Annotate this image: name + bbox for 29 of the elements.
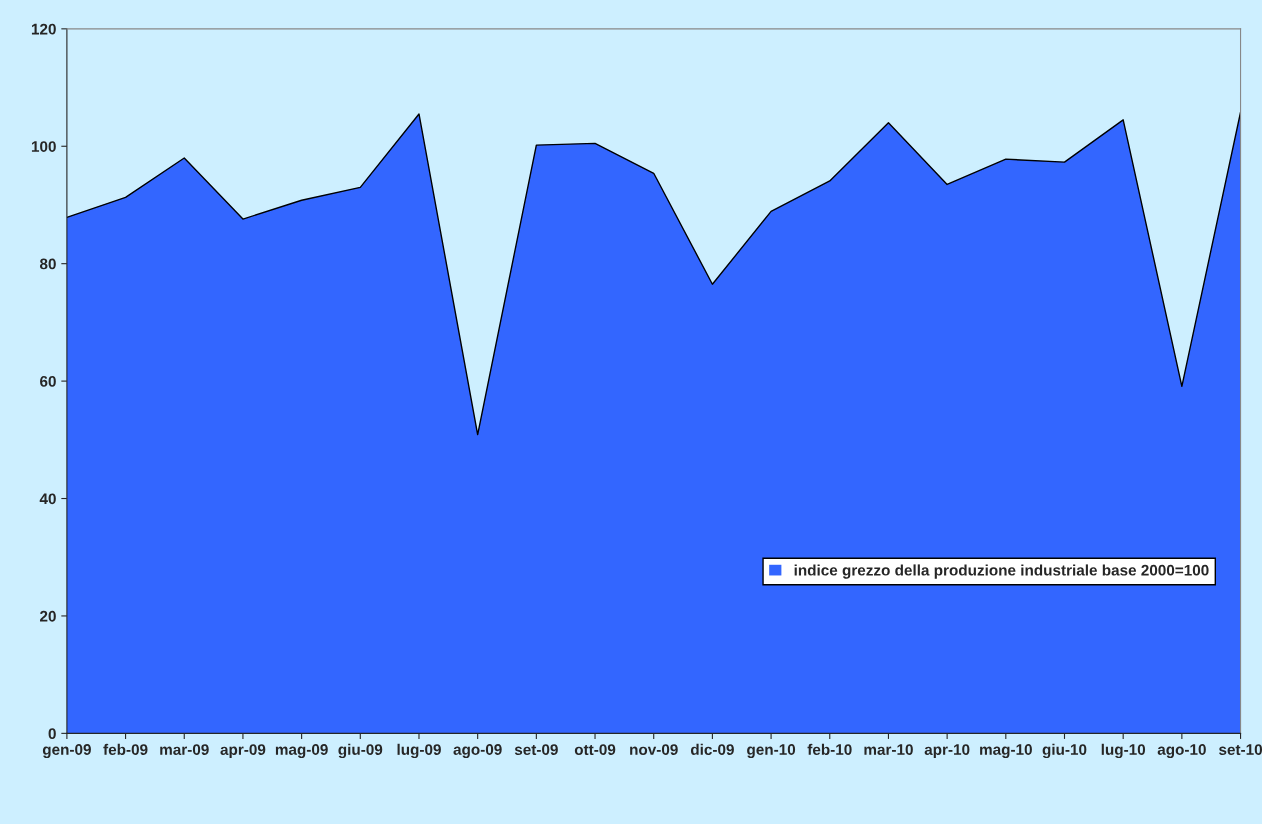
x-tick-label: ago-09 [453,744,502,759]
x-tick-label: dic-09 [690,743,734,755]
x-tick-label: set-09 [514,744,558,755]
x-tick-label: giu-09 [338,743,383,759]
x-tick-label: ott-09 [574,744,616,755]
x-tick-label: ago-10 [1157,744,1206,759]
x-tick-label: lug-09 [397,743,441,759]
x-tick-label: feb-10 [807,743,852,755]
y-tick-label: 120 [31,23,56,35]
x-tick-label: gen-09 [42,744,91,759]
x-tick-label: mar-10 [864,744,913,755]
y-tick-label: 60 [40,375,56,387]
x-tick-label: giu-10 [1042,743,1087,759]
x-tick-label: apr-10 [924,744,970,759]
x-tick-label: mar-09 [160,744,209,755]
y-tick-label: 80 [39,258,56,270]
y-tick-label: 40 [39,493,56,505]
legend-label: indice grezzo della produzione industriale base 2000=100 [794,564,1209,579]
y-tick-label: 20 [40,610,56,622]
x-tick-label: lug-10 [1101,743,1146,759]
x-tick-label: nov-09 [630,744,678,755]
x-tick-label: apr-09 [220,744,266,759]
x-tick-label: mag-09 [275,744,328,759]
y-tick-label: 0 [48,728,56,740]
x-tick-label: set-10 [1219,744,1262,755]
y-tick-label: 100 [31,141,56,152]
x-tick-label: mag-10 [980,744,1032,759]
x-tick-label: gen-10 [747,744,796,759]
x-tick-label: feb-09 [103,743,148,755]
